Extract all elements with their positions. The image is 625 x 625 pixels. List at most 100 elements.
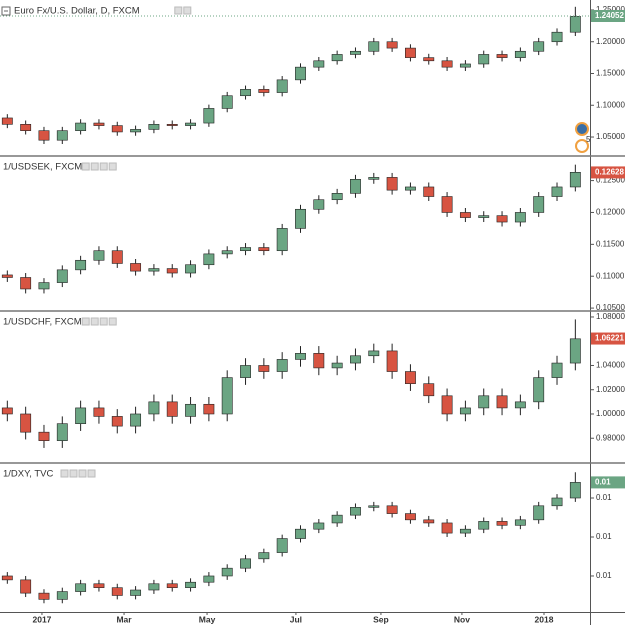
- candle-body: [569, 172, 581, 188]
- candle-body: [130, 589, 142, 596]
- event-badge: 5: [586, 135, 591, 144]
- candle-body: [111, 416, 123, 427]
- candle-body: [386, 505, 398, 514]
- collapse-button[interactable]: [1, 6, 11, 16]
- y-tick-label: 1.08000: [596, 312, 625, 321]
- x-tick-label: 2018: [535, 614, 554, 624]
- pane-title: 1/DXY, TVC: [3, 469, 53, 480]
- y-tick-label: 0.01: [596, 493, 612, 502]
- y-tick-label: 0.98000: [596, 433, 625, 442]
- candle-body: [276, 359, 288, 372]
- pane-button[interactable]: [81, 317, 90, 326]
- candle-body: [533, 41, 545, 52]
- candle-body: [148, 583, 160, 591]
- candle-body: [441, 196, 453, 213]
- pane-title: 1/USDCHF, FXCM: [3, 317, 82, 328]
- candle-body: [386, 177, 398, 191]
- candle-body: [478, 54, 490, 65]
- candle-body: [240, 247, 251, 252]
- candle-body: [56, 269, 68, 283]
- candle-body: [240, 89, 251, 97]
- candle-body: [148, 124, 160, 130]
- candle-body: [533, 505, 545, 521]
- x-tick-label: 2017: [32, 614, 51, 624]
- last-price-box: [591, 476, 625, 489]
- candle-body: [221, 250, 233, 255]
- candle-body: [38, 592, 50, 600]
- candle-body: [423, 186, 435, 197]
- event-icon[interactable]: [575, 139, 589, 153]
- candle-body: [75, 583, 87, 592]
- y-tick-label: 0.11000: [596, 271, 625, 280]
- last-price-box: [591, 9, 625, 22]
- candle-body: [258, 365, 270, 372]
- candle-body: [56, 130, 68, 141]
- candle-body: [569, 482, 581, 499]
- candle-body: [111, 125, 123, 133]
- candle-body: [313, 522, 325, 530]
- candle-body: [111, 587, 123, 596]
- candle-body: [20, 413, 32, 433]
- pane-button[interactable]: [90, 162, 99, 171]
- candle-body: [166, 124, 178, 126]
- candle-body: [514, 401, 526, 409]
- candle-body: [20, 277, 32, 290]
- candle-body: [221, 377, 233, 415]
- pane-button[interactable]: [108, 162, 117, 171]
- candle-body: [496, 54, 508, 58]
- pane-title: 1/USDSEK, FXCM: [3, 162, 82, 173]
- candle-body: [368, 505, 380, 508]
- y-tick-label: 0.12000: [596, 208, 625, 217]
- pane-button[interactable]: [78, 469, 87, 478]
- candle-body: [514, 519, 526, 526]
- candle-body: [203, 575, 215, 583]
- pane-button[interactable]: [87, 469, 96, 478]
- pane-button[interactable]: [99, 162, 108, 171]
- pane-button[interactable]: [60, 469, 69, 478]
- candle-body: [240, 365, 251, 378]
- pane-button[interactable]: [90, 317, 99, 326]
- candle-body: [221, 95, 233, 109]
- candle-body: [203, 403, 215, 415]
- candle-body: [441, 395, 453, 415]
- pane-button[interactable]: [108, 317, 117, 326]
- event-icon[interactable]: [575, 122, 589, 136]
- candle-body: [38, 431, 50, 441]
- candle-body: [313, 60, 325, 68]
- candle-body: [368, 41, 380, 52]
- candle-body: [533, 196, 545, 213]
- candle-body: [405, 371, 416, 384]
- candle-body: [111, 250, 123, 264]
- candle-body: [258, 247, 270, 252]
- candle-body: [405, 47, 416, 58]
- candle-body: [185, 581, 196, 588]
- candle-body: [478, 215, 490, 218]
- candle-body: [203, 108, 215, 124]
- candle-body: [350, 507, 361, 516]
- candle-body: [130, 263, 142, 272]
- last-price-label: 0.01: [595, 478, 611, 487]
- pane-button[interactable]: [174, 6, 183, 15]
- x-tick-label: Jul: [290, 614, 302, 624]
- candle-body: [166, 583, 178, 588]
- candle-body: [1, 274, 13, 278]
- candle-body: [56, 591, 68, 600]
- candle-body: [221, 567, 233, 577]
- candle-body: [478, 395, 490, 409]
- candle-body: [368, 177, 380, 180]
- candle-body: [1, 575, 13, 581]
- pane-button[interactable]: [81, 162, 90, 171]
- pane-button[interactable]: [99, 317, 108, 326]
- pane-button[interactable]: [69, 469, 78, 478]
- x-tick-label: Sep: [373, 614, 389, 624]
- y-tick-label: 1.25000: [596, 5, 625, 14]
- y-tick-label: 0.01: [596, 571, 612, 580]
- candle-body: [20, 579, 32, 594]
- overlay-layer: 2017 Mar May Jul Sep Nov 2018 Euro Fx/U.S. Doll…: [0, 5, 625, 624]
- candle-body: [295, 66, 306, 81]
- candle-body: [551, 186, 563, 197]
- candle-body: [514, 212, 526, 223]
- pane-button[interactable]: [183, 6, 192, 15]
- candle-body: [350, 355, 361, 364]
- candle-body: [185, 122, 196, 126]
